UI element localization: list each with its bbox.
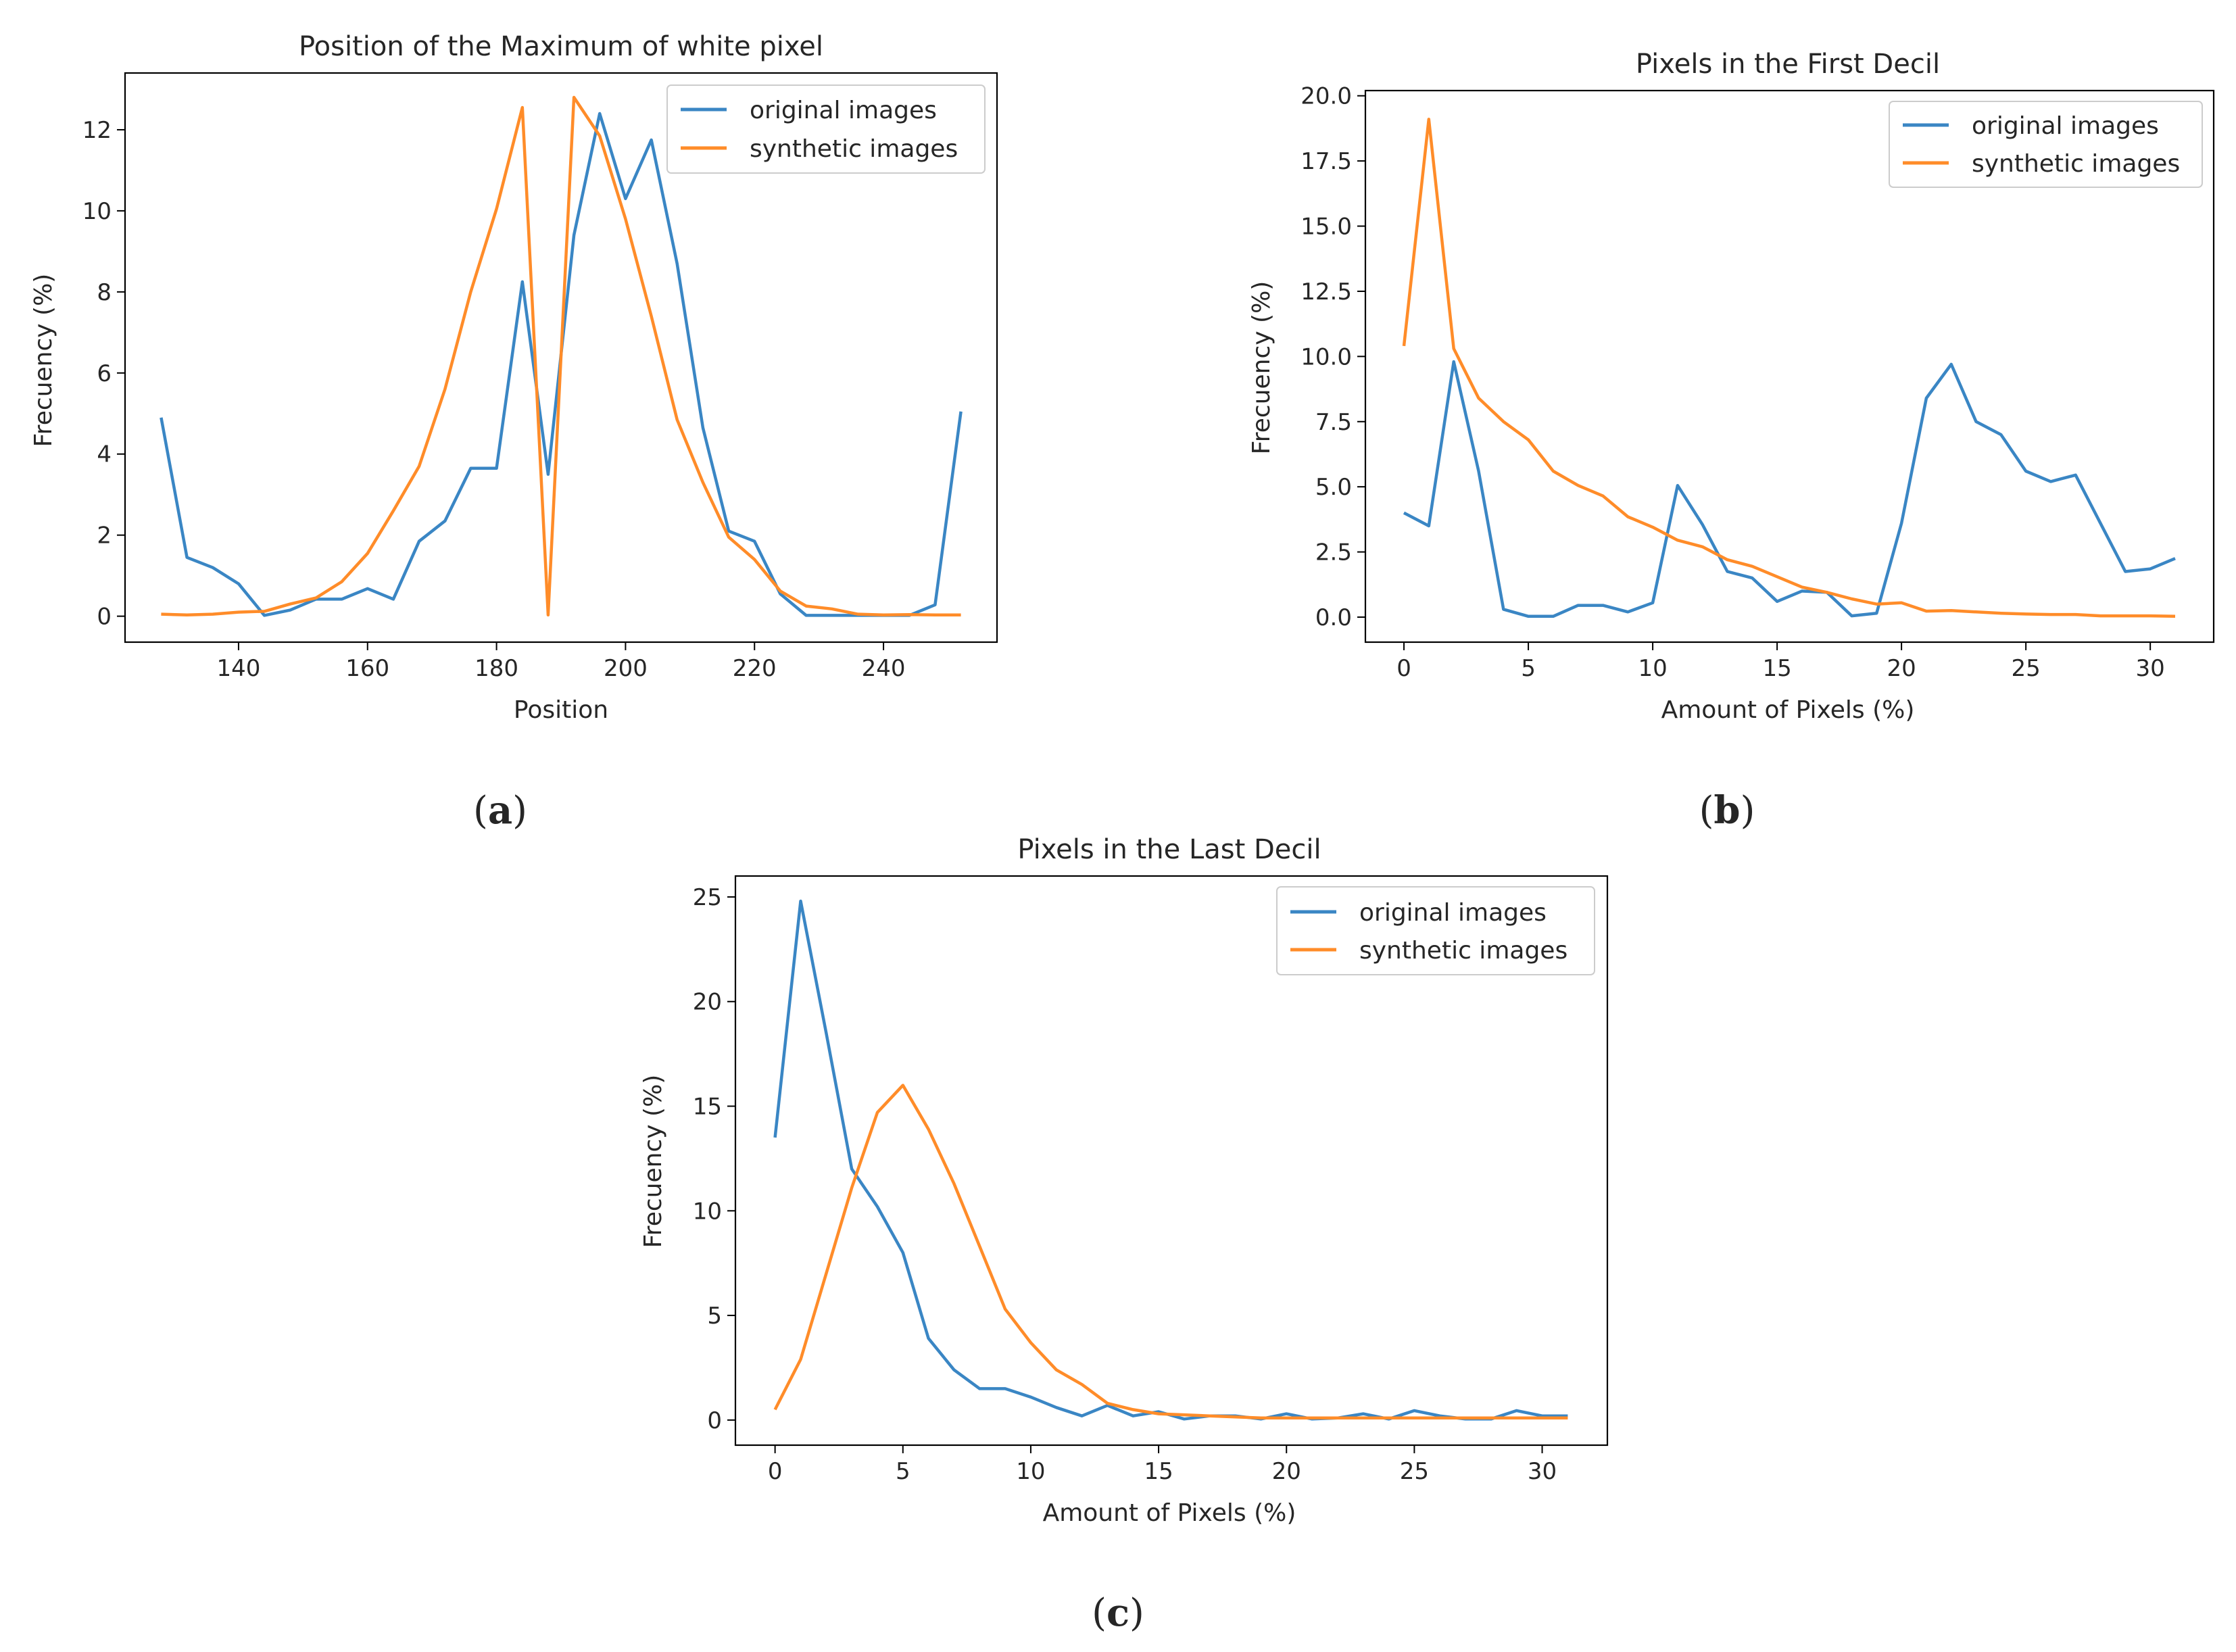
panel-b-legend-box <box>1889 101 2203 188</box>
x-tick-label: 30 <box>1528 1458 1557 1485</box>
panel-a-y-axis-label: Frecuency (%) <box>30 274 57 447</box>
panel-b-y-axis-label: Frecuency (%) <box>1248 281 1275 455</box>
panel-b-legend-label-synthetic: synthetic images <box>1972 150 2180 178</box>
y-tick-label: 2 <box>97 523 112 550</box>
y-tick-label: 6 <box>97 360 112 387</box>
panel-a-ticks: 140 160 180 200 220 240 0 2 4 6 8 10 12 <box>82 117 906 682</box>
panel-label-c: (c) <box>1092 1590 1144 1635</box>
x-tick-label: 140 <box>216 655 260 682</box>
y-tick-label: 10.0 <box>1301 343 1352 370</box>
panel-c-ticks: 0 5 10 15 20 25 30 0 5 10 15 20 25 <box>693 884 1557 1485</box>
x-tick-label: 10 <box>1638 655 1667 682</box>
panel-b-ticks: 0 5 10 15 20 25 30 0.0 2.5 5.0 7.5 10.0 12.5 15.0 17.5… <box>1301 83 2164 682</box>
x-tick-label: 5 <box>1521 655 1536 682</box>
panel-b-plot-frame <box>1364 89 2215 643</box>
y-tick-label: 25 <box>693 884 722 911</box>
y-tick-label: 0 <box>707 1407 722 1434</box>
panel-c-legend-label-synthetic: synthetic images <box>1359 937 1567 965</box>
panel-c-legend-box <box>1276 886 1595 975</box>
panel-a-legend-label-original: original images <box>750 97 937 124</box>
x-tick-label: 10 <box>1016 1458 1045 1485</box>
panel-c-title: Pixels in the Last Decil <box>1017 834 1321 865</box>
y-tick-label: 17.5 <box>1301 148 1352 175</box>
x-tick-label: 20 <box>1272 1458 1301 1485</box>
panel-b-lines <box>1402 118 2176 618</box>
panel-c-legend: original images synthetic images <box>1276 886 1595 975</box>
series-line-synthetic <box>773 1084 1568 1420</box>
panel-a-plot-frame <box>124 72 998 643</box>
y-tick-label: 0 <box>97 604 112 631</box>
panel-b-legend: original images synthetic images <box>1889 101 2203 188</box>
panel-c-y-axis-label: Frecuency (%) <box>639 1075 667 1248</box>
panel-b-x-axis-label: Amount of Pixels (%) <box>1661 696 1915 724</box>
y-tick-label: 15 <box>693 1094 722 1121</box>
panel-label-a: (a) <box>473 788 527 833</box>
series-line-synthetic <box>161 95 961 617</box>
x-tick-label: 0 <box>768 1458 783 1485</box>
y-tick-label: 12.5 <box>1301 278 1352 306</box>
panel-b-legend-label-original: original images <box>1972 112 2159 140</box>
panel-a-legend: original images synthetic images <box>666 84 986 174</box>
panel-label-b: (b) <box>1699 788 1755 833</box>
y-tick-label: 10 <box>82 198 112 225</box>
panel-a-title: Position of the Maximum of white pixel <box>299 31 823 62</box>
x-tick-label: 240 <box>862 655 906 682</box>
x-tick-label: 0 <box>1396 655 1411 682</box>
x-tick-label: 20 <box>1887 655 1916 682</box>
x-tick-label: 160 <box>345 655 389 682</box>
x-tick-label: 180 <box>475 655 518 682</box>
panel-a-x-axis-label: Position <box>514 696 608 724</box>
y-tick-label: 0.0 <box>1315 604 1352 631</box>
panel-b-chart: Pixels in the First Decil Amount of Pixe… <box>1248 49 2215 724</box>
y-tick-label: 20 <box>693 989 722 1016</box>
x-tick-label: 25 <box>1400 1458 1429 1485</box>
series-line-original <box>1403 360 2176 618</box>
panel-c-legend-label-original: original images <box>1359 899 1547 927</box>
y-tick-label: 2.5 <box>1315 539 1352 566</box>
panel-c-lines <box>773 899 1568 1421</box>
x-tick-label: 15 <box>1144 1458 1173 1485</box>
x-tick-label: 30 <box>2136 655 2165 682</box>
x-tick-label: 200 <box>604 655 648 682</box>
y-tick-label: 5.0 <box>1315 474 1352 501</box>
x-tick-label: 15 <box>1762 655 1791 682</box>
panel-a-chart: Position of the Maximum of white pixel P… <box>30 31 998 724</box>
x-tick-label: 5 <box>896 1458 910 1485</box>
y-tick-label: 4 <box>97 441 112 468</box>
y-tick-label: 20.0 <box>1301 83 1352 110</box>
panel-c-chart: Pixels in the Last Decil Amount of Pixel… <box>639 834 1609 1527</box>
panel-b-title: Pixels in the First Decil <box>1636 49 1940 80</box>
x-tick-label: 25 <box>2012 655 2041 682</box>
series-line-synthetic <box>1402 118 2176 618</box>
series-line-original <box>773 899 1568 1421</box>
y-tick-label: 12 <box>82 117 112 144</box>
y-tick-label: 10 <box>693 1198 722 1225</box>
panel-a-lines <box>160 95 963 617</box>
x-tick-label: 220 <box>733 655 777 682</box>
panel-c-plot-frame <box>734 875 1609 1447</box>
y-tick-label: 5 <box>707 1303 722 1330</box>
y-tick-label: 7.5 <box>1315 409 1352 436</box>
panel-a-legend-label-synthetic: synthetic images <box>750 135 958 163</box>
y-tick-label: 15.0 <box>1301 214 1352 241</box>
panel-c-x-axis-label: Amount of Pixels (%) <box>1043 1499 1296 1527</box>
y-tick-label: 8 <box>97 279 112 306</box>
panel-a-legend-box <box>666 84 986 174</box>
